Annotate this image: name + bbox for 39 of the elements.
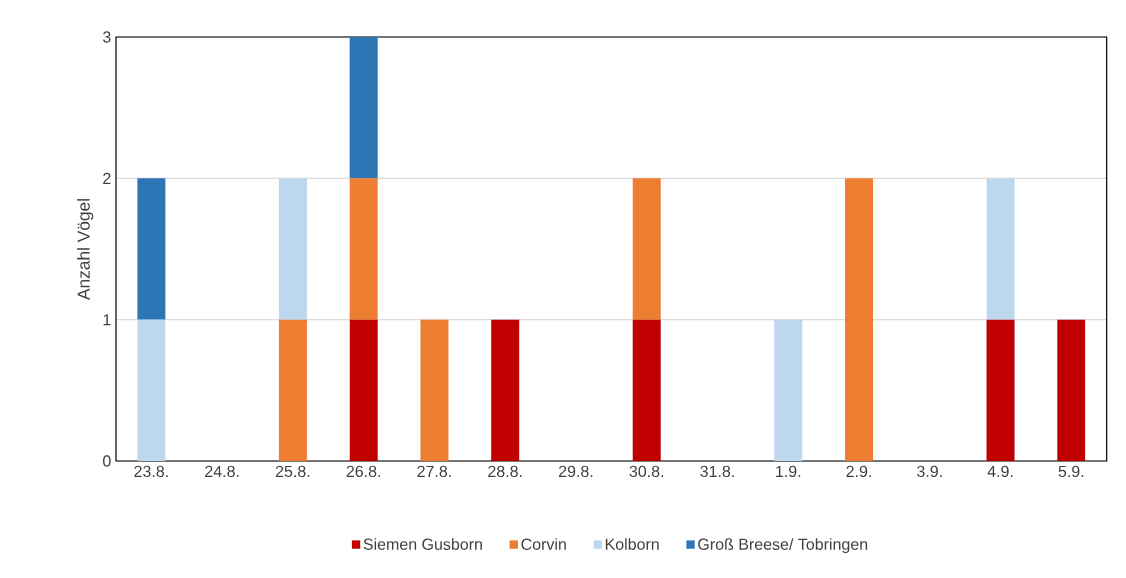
bar — [986, 319, 1015, 461]
x-tick-label: 28.8. — [488, 465, 522, 478]
bar — [349, 37, 378, 179]
x-tick-label: 23.8. — [134, 465, 168, 478]
x-tick-label: 31.8. — [700, 465, 734, 478]
x-tick-label: 3.9. — [917, 465, 942, 478]
x-tick-label: 5.9. — [1058, 465, 1084, 478]
x-tick-label: 2.9. — [846, 465, 871, 478]
x-tick-label: 1.9. — [776, 465, 801, 478]
x-tick-label: 30.8. — [629, 465, 664, 478]
bar — [278, 178, 307, 320]
legend-label: Corvin — [521, 538, 566, 550]
legend-label: Kolborn — [605, 538, 659, 550]
x-tick-label: 4.9. — [987, 465, 1013, 478]
y-tick-label: 1 — [103, 314, 111, 326]
bar — [420, 319, 449, 461]
bar — [137, 319, 166, 461]
bar — [349, 178, 378, 320]
x-tick-label: 24.8. — [205, 465, 239, 478]
x-tick-label: 27.8. — [417, 465, 451, 478]
y-tick-label: 3 — [103, 31, 111, 43]
x-tick-label: 25.8. — [275, 465, 310, 478]
bar — [491, 319, 520, 461]
bar — [137, 178, 166, 320]
legend-label: Groß Breese/ Tobringen — [698, 538, 868, 554]
y-tick-label: 0 — [103, 455, 111, 467]
bar — [845, 178, 874, 461]
x-tick-label: 29.8. — [558, 465, 593, 478]
bar — [349, 319, 378, 461]
bar — [986, 178, 1015, 320]
bar — [774, 319, 803, 461]
bar — [632, 178, 661, 320]
bar — [278, 319, 307, 461]
y-axis-title: Anzahl Vögel — [77, 199, 94, 301]
legend-label: Siemen Gusborn — [363, 538, 482, 550]
x-tick-label: 26.8. — [346, 465, 381, 478]
bar — [632, 319, 661, 461]
y-tick-label: 2 — [103, 172, 111, 184]
bar — [1057, 319, 1086, 461]
